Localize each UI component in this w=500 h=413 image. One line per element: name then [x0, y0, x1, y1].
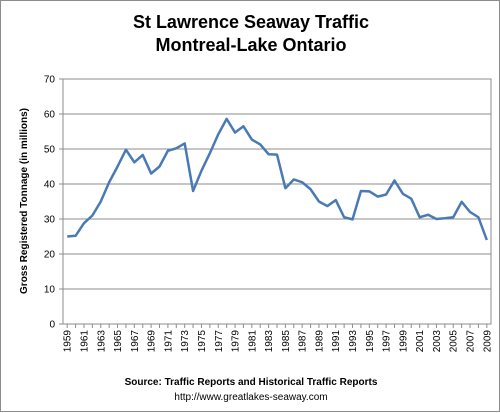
- x-tick-label: 1981: [247, 330, 258, 353]
- x-tick-label: 1965: [113, 330, 124, 353]
- x-tick-label: 1989: [314, 330, 325, 353]
- series-group: [67, 119, 487, 240]
- x-tick-label: 2005: [449, 330, 460, 353]
- x-tick-label: 2001: [415, 330, 426, 353]
- x-axis-ticks: 1959 1961 1963 1965 1967 1969 1971 1973 1975 1977…: [63, 324, 494, 352]
- y-axis-label: Gross Registered Tonnage (in millions): [19, 108, 30, 294]
- x-tick-label: 2009: [482, 330, 493, 353]
- x-tick-label: 1963: [96, 330, 107, 353]
- y-tick-label: 50: [44, 145, 56, 156]
- x-tick-label: 2007: [466, 330, 477, 353]
- x-tick-label: 1971: [163, 330, 174, 353]
- x-tick-label: 1993: [348, 330, 359, 353]
- x-tick-label: 1987: [298, 330, 309, 353]
- y-tick-label: 60: [44, 110, 56, 121]
- y-tick-label: 10: [44, 285, 56, 296]
- y-tick-label: 0: [49, 320, 55, 331]
- y-tick-label: 70: [44, 75, 56, 86]
- x-tick-label: 1961: [79, 330, 90, 353]
- source-note: Source: Traffic Reports and Historical T…: [125, 377, 378, 388]
- x-tick-label: 1999: [398, 330, 409, 353]
- y-tick-label: 20: [44, 250, 56, 261]
- gridlines: [63, 114, 491, 289]
- plot-area: [63, 79, 491, 324]
- y-tick-label: 40: [44, 180, 56, 191]
- x-tick-label: 1991: [331, 330, 342, 353]
- y-tick-label: 30: [44, 215, 56, 226]
- x-tick-label: 1985: [281, 330, 292, 353]
- x-tick-label: 1979: [231, 330, 242, 353]
- chart-title-line1: St Lawrence Seaway Traffic: [133, 12, 369, 32]
- x-tick-label: 1977: [214, 330, 225, 353]
- x-tick-label: 1973: [180, 330, 191, 353]
- series-line: [67, 119, 487, 240]
- chart-title-line2: Montreal-Lake Ontario: [155, 35, 346, 55]
- x-tick-label: 1983: [264, 330, 275, 353]
- x-tick-label: 1997: [382, 330, 393, 353]
- x-tick-label: 1975: [197, 330, 208, 353]
- x-tick-label: 1967: [130, 330, 141, 353]
- source-url[interactable]: http://www.greatlakes-seaway.com: [174, 392, 327, 403]
- x-tick-label: 2003: [432, 330, 443, 353]
- y-axis-ticks: 0 10 20 30 40 50 60 70: [44, 75, 63, 331]
- x-tick-label: 1959: [63, 330, 74, 353]
- x-tick-label: 1969: [147, 330, 158, 353]
- x-tick-label: 1995: [365, 330, 376, 353]
